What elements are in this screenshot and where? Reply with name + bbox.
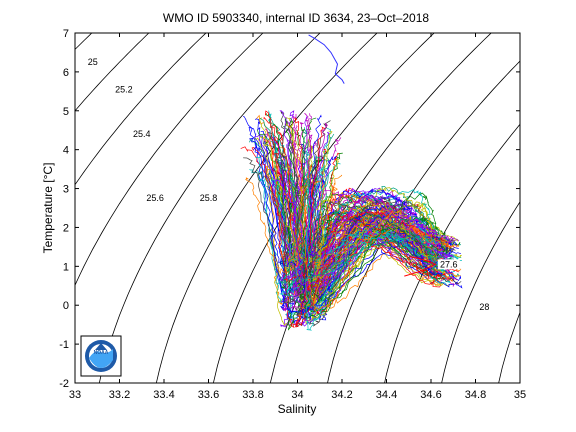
density-contour — [498, 311, 520, 383]
x-tick-label: 34.4 — [376, 389, 397, 401]
y-tick-label: 2 — [63, 222, 69, 234]
density-contour-label: 25.4 — [133, 129, 151, 139]
y-axis-label: Temperature [°C] — [41, 163, 55, 254]
contour-label-background — [81, 57, 104, 68]
x-tick-label: 34.6 — [420, 389, 441, 401]
y-tick-label: 5 — [63, 106, 69, 118]
profile-line — [304, 134, 458, 292]
contour-label-background — [197, 193, 220, 204]
profile-line — [300, 114, 443, 314]
logo-text: NOAA — [94, 350, 109, 356]
profile-line — [281, 110, 438, 303]
x-tick-label: 33.2 — [109, 389, 130, 401]
x-tick-label: 34.2 — [331, 389, 352, 401]
density-contour — [75, 33, 150, 112]
y-tick-label: 3 — [63, 184, 69, 196]
x-tick-label: 35 — [514, 389, 526, 401]
density-contour — [75, 33, 264, 287]
profile-line — [281, 182, 457, 312]
profile-line — [280, 110, 462, 304]
density-contour-labels: 25 25.2 25.4 25.6 25.8 27.6 28 — [81, 57, 496, 313]
contour-label-background — [130, 129, 153, 140]
density-contour — [212, 33, 435, 383]
profile-line — [305, 133, 456, 312]
density-contour-label: 28 — [479, 302, 489, 312]
density-contour — [155, 33, 378, 383]
y-tick-label: 0 — [63, 300, 69, 312]
profile-lines — [240, 34, 463, 331]
surface-profile-line — [308, 34, 345, 84]
y-axis-ticks: -2 -1 0 1 2 3 4 5 6 7 — [59, 28, 520, 390]
density-contour-label: 25 — [88, 57, 98, 67]
x-tick-label: 34 — [291, 389, 303, 401]
density-contour-label: 27.6 — [440, 259, 458, 269]
y-tick-label: 7 — [63, 28, 69, 40]
x-axis-label: Salinity — [278, 402, 317, 416]
density-contour-label: 25.8 — [200, 193, 218, 203]
profile-line — [258, 135, 456, 262]
noaa-logo: NOAA — [80, 335, 122, 377]
density-contour — [98, 33, 321, 383]
y-tick-label: -2 — [59, 378, 69, 390]
logo-gull — [95, 343, 107, 350]
x-tick-label: 33.6 — [198, 389, 219, 401]
profile-line — [294, 126, 446, 328]
x-tick-label: 33.8 — [242, 389, 263, 401]
logo-ocean — [89, 349, 113, 368]
x-tick-label: 34.8 — [465, 389, 486, 401]
profile-line — [304, 112, 453, 278]
profile-line — [303, 179, 446, 265]
density-contour — [441, 201, 520, 383]
y-tick-label: 4 — [63, 145, 69, 157]
x-tick-label: 33 — [69, 389, 81, 401]
y-tick-label: 1 — [63, 261, 69, 273]
profile-line — [279, 155, 443, 285]
profile-line — [289, 168, 439, 284]
contour-label-background — [437, 259, 460, 270]
density-contour-label: 25.6 — [146, 193, 164, 203]
chart-title: WMO ID 5903340, internal ID 3634, 23–Oct… — [163, 11, 429, 25]
x-axis-ticks: 33 33.2 33.4 33.6 33.8 34 34.2 34.4 34.6 34.8 35 — [69, 33, 526, 401]
profile-line — [256, 129, 442, 313]
profile-line — [289, 141, 456, 274]
contour-label-background — [144, 193, 167, 204]
contour-label-background — [473, 302, 496, 313]
density-contour-label: 25.2 — [115, 84, 133, 94]
profile-line — [312, 159, 437, 282]
x-tick-label: 33.4 — [153, 389, 174, 401]
deep-profile-line — [404, 256, 437, 277]
density-contour — [384, 123, 520, 383]
y-tick-label: -1 — [59, 339, 69, 351]
profile-line — [305, 149, 440, 331]
density-contour — [75, 33, 207, 186]
y-tick-label: 6 — [63, 67, 69, 79]
profile-line — [285, 123, 450, 312]
profile-line — [279, 110, 454, 288]
density-contour — [327, 60, 520, 383]
contour-label-background — [112, 84, 135, 95]
